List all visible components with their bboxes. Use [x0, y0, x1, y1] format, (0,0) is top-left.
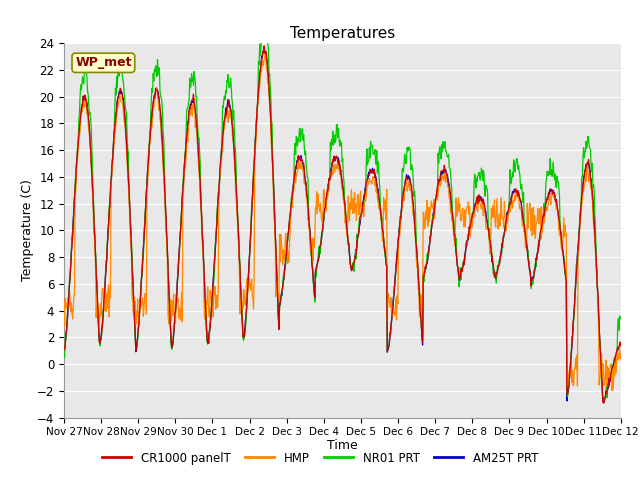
Text: WP_met: WP_met: [75, 56, 132, 69]
X-axis label: Time: Time: [327, 439, 358, 452]
Legend: CR1000 panelT, HMP, NR01 PRT, AM25T PRT: CR1000 panelT, HMP, NR01 PRT, AM25T PRT: [97, 447, 543, 469]
Title: Temperatures: Temperatures: [290, 25, 395, 41]
Y-axis label: Temperature (C): Temperature (C): [21, 180, 34, 281]
